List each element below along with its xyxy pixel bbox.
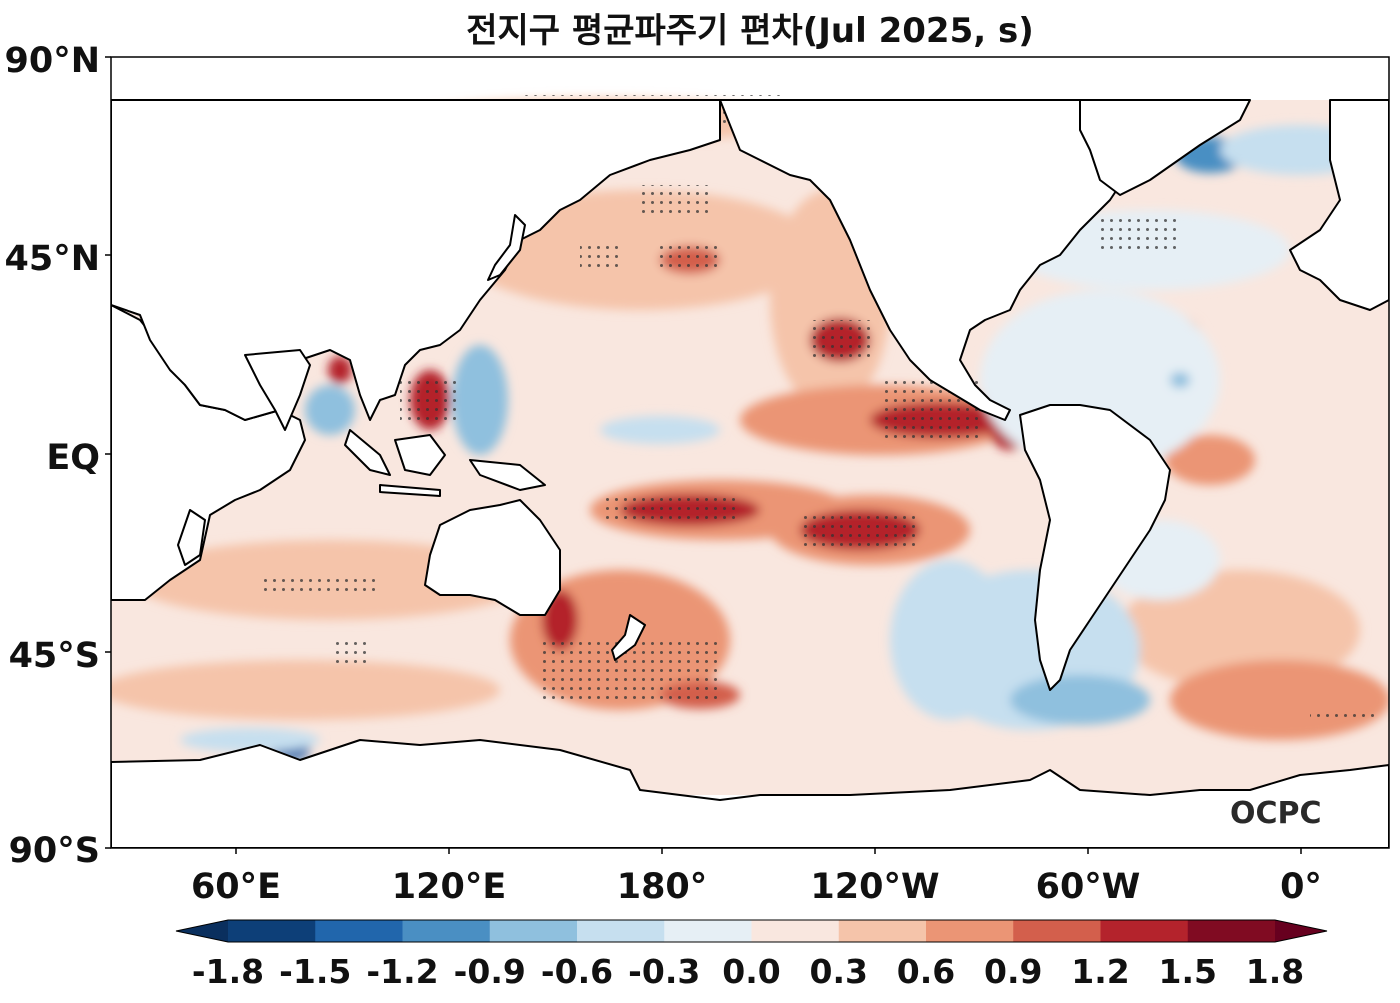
colorbar-segment — [838, 920, 927, 942]
land-masses — [111, 99, 1389, 848]
colorbar-outline — [175, 919, 1328, 943]
map-frame — [110, 56, 1390, 849]
new-zealand-landmass — [611, 614, 646, 661]
y-tick-label: 45°S — [9, 636, 100, 676]
colorbar-segment — [1013, 920, 1101, 942]
colorbar-segment — [489, 920, 578, 942]
sumatra-landmass — [344, 429, 391, 476]
colorbar-tick-label: 0.9 — [984, 952, 1042, 991]
madagascar-landmass — [177, 509, 206, 566]
colorbar-extend-high — [1275, 920, 1327, 942]
india-landmass — [244, 349, 311, 431]
y-tick-label: 45°N — [5, 239, 101, 279]
greenland-landmass — [1079, 99, 1251, 196]
europe-landmass — [1289, 99, 1389, 311]
y-axis: 90°N 45°N EQ 45°S 90°S — [5, 41, 111, 871]
indonesia-landmass — [394, 434, 446, 476]
y-tick-label: 90°S — [9, 831, 100, 871]
colorbar-tick-label: -1.2 — [366, 952, 438, 991]
colorbar-extend-low — [176, 920, 228, 942]
ocpc-logo: OCPC — [1230, 796, 1322, 831]
map-area: OCPC — [111, 57, 1389, 848]
colorbar-tick-label: 1.2 — [1071, 952, 1129, 991]
japan-landmass — [487, 214, 526, 281]
x-tick-label: 60°W — [1036, 867, 1141, 907]
colorbar-segment — [402, 920, 491, 942]
java-landmass — [379, 484, 441, 497]
colorbar-tick-label: -1.8 — [192, 952, 264, 991]
antarctica-landmass — [111, 739, 1389, 848]
colorbar-tick-label: 1.5 — [1159, 952, 1217, 991]
colorbar-segment — [228, 920, 316, 942]
colorbar: -1.8 -1.5 -1.2 -0.9 -0.6 -0.3 0.0 0.3 0.6 0.9 1.2 1… — [175, 919, 1328, 991]
x-tick-label: 180° — [617, 867, 708, 907]
x-tick-label: 120°E — [392, 867, 506, 907]
colorbar-tick-label: -0.3 — [628, 952, 700, 991]
eurasia-landmass — [111, 99, 721, 421]
new-guinea-landmass — [469, 459, 546, 491]
map-title: 전지구 평균파주기 편차(Jul 2025, s) — [466, 11, 1034, 51]
colorbar-tick-label: 0.3 — [810, 952, 868, 991]
colorbar-tick-label: -1.5 — [279, 952, 351, 991]
colorbar-tick-label: -0.9 — [454, 952, 526, 991]
south-america-landmass — [1019, 404, 1171, 691]
y-tick-label: EQ — [46, 438, 100, 478]
x-tick-label: 0° — [1280, 867, 1322, 907]
colorbar-segment — [315, 920, 403, 942]
colorbar-segment — [926, 920, 1014, 942]
x-axis: 60°E 120°E 180° 120°W 60°W 0° — [191, 848, 1322, 907]
colorbar-segment — [751, 920, 840, 942]
colorbar-tick-label: 0.0 — [722, 952, 780, 991]
x-tick-label: 60°E — [191, 867, 281, 907]
colorbar-segment — [577, 920, 665, 942]
colorbar-tick-label: -0.6 — [541, 952, 613, 991]
colorbar-segment — [664, 920, 752, 942]
y-tick-label: 90°N — [5, 41, 101, 81]
colorbar-segment — [1100, 920, 1189, 942]
x-tick-label: 120°W — [810, 867, 939, 907]
colorbar-segment — [1187, 920, 1276, 942]
colorbar-tick-label: 1.8 — [1246, 952, 1304, 991]
australia-landmass — [424, 499, 561, 616]
colorbar-tick-label: 0.6 — [897, 952, 955, 991]
